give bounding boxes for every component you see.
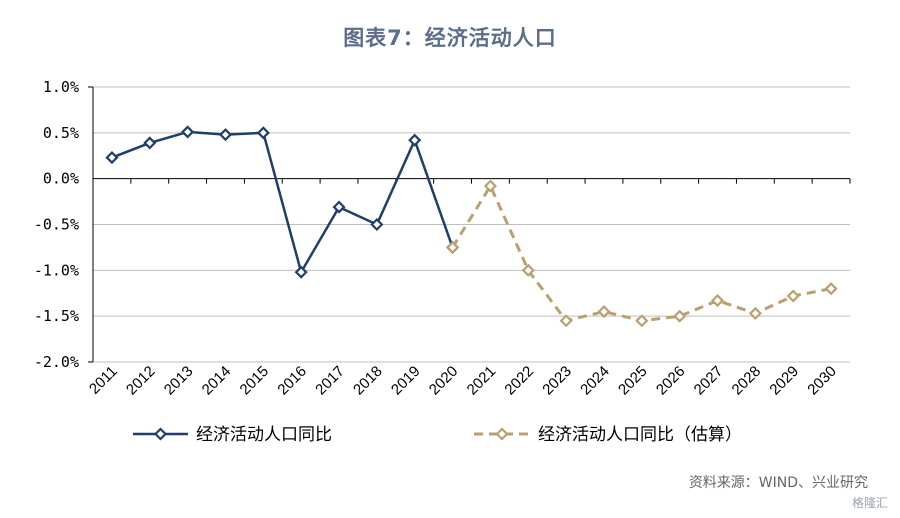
data-point xyxy=(521,263,535,277)
x-tick-label: 2020 xyxy=(426,363,462,399)
x-tick-label: 2021 xyxy=(464,363,500,399)
x-tick-label: 2022 xyxy=(501,363,537,399)
x-tick-label: 2024 xyxy=(577,363,613,399)
y-tick-label: -2.0% xyxy=(34,353,79,371)
legend-marker xyxy=(153,427,168,441)
data-point xyxy=(143,136,157,150)
data-point xyxy=(218,128,233,142)
x-tick-label: 2029 xyxy=(766,363,802,399)
watermark-logo: 格隆汇 xyxy=(851,496,888,510)
y-tick-label: -1.5% xyxy=(34,307,79,325)
x-tick-label: 2027 xyxy=(691,363,727,399)
series-line-actual xyxy=(111,130,454,274)
data-point xyxy=(294,265,308,279)
x-tick-label: 2015 xyxy=(237,363,273,399)
x-tick-label: 2013 xyxy=(161,363,197,399)
x-tick-label: 2018 xyxy=(350,363,386,399)
y-tick-label: 0.5% xyxy=(43,124,79,142)
legend-label: 经济活动人口同比 xyxy=(196,425,332,445)
gridlines xyxy=(93,86,850,363)
x-tick-label: 2017 xyxy=(312,363,348,399)
x-tick-label: 2012 xyxy=(123,363,159,399)
x-tick-labels: 2011 2012 2013 2014 2015 2016 2017 2018 2019 2020… xyxy=(86,363,840,399)
data-point xyxy=(710,294,725,308)
data-point xyxy=(181,125,195,139)
series-line-estimate xyxy=(451,184,832,323)
x-tick-label: 2014 xyxy=(199,363,235,399)
data-point xyxy=(483,179,497,193)
data-point xyxy=(332,200,346,214)
x-tick-label: 2028 xyxy=(729,363,765,399)
y-tick-label: -1.0% xyxy=(34,261,79,279)
y-tick-label: 1.0% xyxy=(43,78,79,96)
data-point xyxy=(635,314,649,328)
x-tick-label: 2030 xyxy=(804,363,840,399)
legend-label: 经济活动人口同比（估算） xyxy=(538,425,742,445)
source-note: 资料来源：WIND、兴业研究 xyxy=(688,475,868,491)
y-tick-label: 0.0% xyxy=(43,170,79,188)
axes xyxy=(88,86,851,363)
data-point xyxy=(559,314,573,328)
chart-title: 图表7：经济活动人口 xyxy=(343,26,557,50)
data-point xyxy=(370,217,384,232)
y-tick-label: -0.5% xyxy=(34,216,79,234)
x-tick-label: 2025 xyxy=(615,363,651,399)
x-tick-label: 2011 xyxy=(86,363,121,398)
data-point xyxy=(105,151,119,165)
series-markers xyxy=(105,125,838,328)
data-point xyxy=(786,289,800,303)
data-point xyxy=(408,133,422,147)
x-tick-label: 2023 xyxy=(539,363,575,399)
data-point xyxy=(446,240,460,254)
data-point xyxy=(673,309,687,323)
x-tick-label: 2016 xyxy=(274,363,310,399)
legend-marker xyxy=(495,427,509,441)
data-point xyxy=(256,126,270,140)
x-tick-label: 2019 xyxy=(388,363,424,399)
legend: 经济活动人口同比 经济活动人口同比（估算） xyxy=(133,425,742,445)
series-lines xyxy=(111,130,832,323)
data-point xyxy=(748,306,762,320)
x-tick-label: 2026 xyxy=(653,363,689,399)
data-point xyxy=(824,282,838,296)
y-tick-labels: 1.0% 0.5% 0.0% -0.5% -1.0% -1.5% -2.0% xyxy=(34,78,79,371)
data-point xyxy=(597,305,611,319)
